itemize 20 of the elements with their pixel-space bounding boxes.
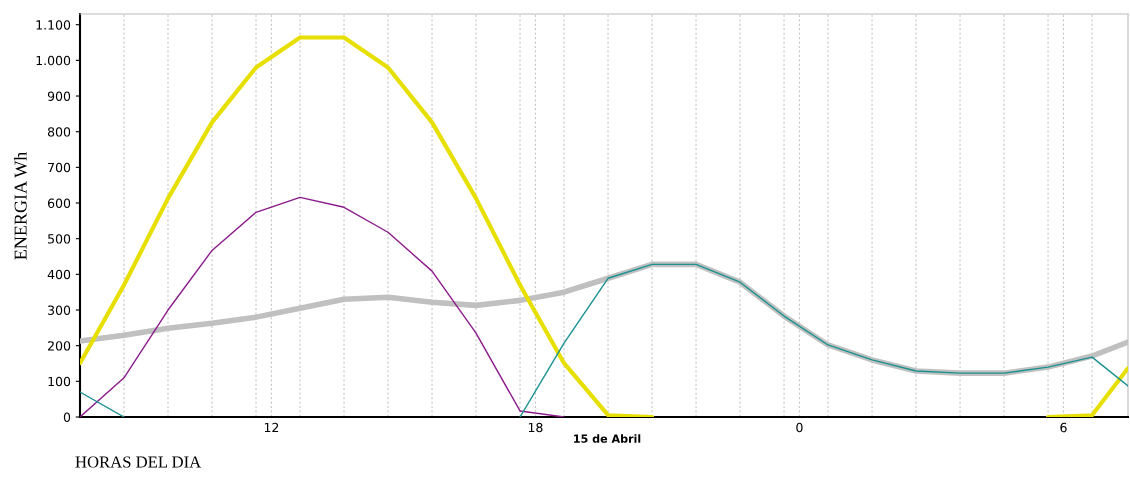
y-tick-label: 1.000 (36, 55, 71, 66)
text: 15 de Abril (574, 434, 641, 443)
y-tick-label: 400 (47, 269, 71, 280)
x-tick-label: 12 (264, 422, 279, 433)
y-tick-label: 900 (47, 91, 71, 101)
y-tick-label: 800 (47, 127, 71, 137)
y-tick-label: 200 (48, 341, 71, 351)
line-series (80, 196, 565, 417)
x-tick-label: 0 (796, 422, 803, 433)
y-tick-label: 300 (48, 305, 71, 315)
x-tick-label: 6 (1060, 422, 1067, 433)
x-tick-label: 18 (528, 422, 543, 433)
y-tick-label: 500 (48, 234, 71, 244)
y-tick-label: 0 (63, 412, 71, 422)
y-tick-label: 700 (48, 162, 71, 173)
y-tick-label: 1.100 (36, 20, 71, 30)
y-tick-label: 600 (47, 198, 71, 208)
x-axis-title: HORAS DEL DIA (75, 456, 202, 468)
y-axis-title: ENERGIA Wh (14, 151, 27, 260)
y-tick-label: 100 (48, 376, 71, 387)
